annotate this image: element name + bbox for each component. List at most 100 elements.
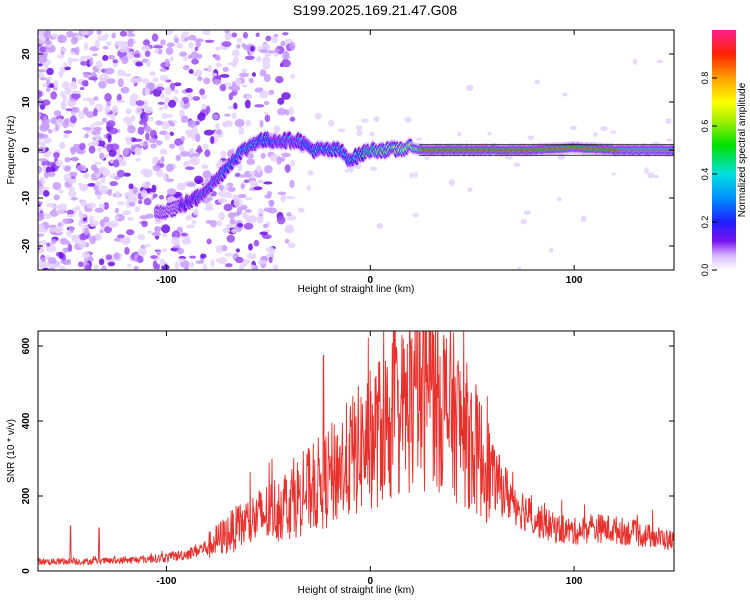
- noise-point: [104, 105, 111, 113]
- colorbar: 0.0 0.2 0.4 0.6 0.8 Normalized spectral ampl…: [700, 30, 748, 276]
- noise-point: [103, 216, 110, 223]
- noise-point: [171, 236, 180, 245]
- noise-point: [188, 42, 194, 49]
- noise-point: [105, 78, 116, 84]
- noise-point: [202, 170, 212, 179]
- noise-point: [71, 92, 81, 100]
- noise-point: [286, 215, 297, 221]
- noise-point: [263, 73, 271, 83]
- noise-point: [228, 105, 234, 110]
- noise-point: [99, 152, 104, 160]
- snr-x-tick-label: 100: [566, 576, 583, 587]
- noise-point: [246, 158, 256, 165]
- noise-point: [184, 37, 189, 42]
- noise-point: [178, 144, 184, 152]
- noise-point: [186, 182, 197, 188]
- noise-point: [143, 140, 149, 148]
- noise-point: [262, 62, 271, 70]
- noise-point: [141, 220, 148, 228]
- noise-point: [74, 205, 81, 212]
- noise-point: [202, 263, 208, 270]
- noise-point: [141, 118, 148, 124]
- noise-point: [43, 137, 52, 144]
- noise-point: [517, 266, 522, 270]
- noise-point: [187, 54, 193, 60]
- noise-point: [174, 261, 179, 270]
- noise-point: [210, 72, 218, 77]
- noise-point: [181, 31, 189, 35]
- noise-point: [215, 244, 223, 254]
- noise-point: [210, 136, 215, 145]
- noise-point: [239, 174, 246, 178]
- noise-point: [117, 201, 125, 206]
- noise-point: [241, 68, 247, 74]
- noise-point: [200, 94, 208, 100]
- noise-point: [124, 191, 130, 197]
- noise-point: [150, 143, 157, 149]
- noise-point: [290, 160, 296, 167]
- noise-point: [188, 34, 197, 41]
- noise-point: [344, 168, 350, 173]
- noise-point: [233, 102, 238, 110]
- noise-point: [259, 231, 269, 236]
- noise-point: [38, 137, 42, 142]
- noise-point: [665, 118, 672, 124]
- noise-point: [112, 159, 120, 168]
- noise-point: [152, 77, 159, 83]
- noise-point: [155, 86, 165, 92]
- noise-point: [373, 116, 380, 122]
- noise-point: [448, 179, 455, 187]
- noise-point: [98, 203, 105, 209]
- noise-point: [212, 78, 222, 86]
- heatmap-x-axis: -100 0 100: [156, 30, 583, 286]
- noise-point: [38, 212, 45, 222]
- noise-point: [78, 219, 83, 227]
- noise-point: [234, 118, 245, 128]
- noise-point: [70, 146, 76, 155]
- colorbar-tick-label: 0.2: [700, 216, 710, 229]
- noise-point: [79, 199, 87, 207]
- noise-point: [124, 246, 130, 255]
- noise-point: [104, 67, 115, 75]
- noise-point: [43, 31, 52, 40]
- noise-point: [104, 226, 112, 234]
- noise-point: [159, 68, 168, 72]
- noise-point: [653, 174, 659, 179]
- noise-point: [180, 232, 189, 237]
- noise-point: [183, 160, 191, 168]
- noise-point: [70, 81, 78, 90]
- noise-point: [160, 92, 165, 100]
- noise-point: [41, 212, 52, 220]
- noise-point: [204, 149, 211, 158]
- noise-point: [356, 129, 363, 137]
- noise-point: [45, 87, 51, 93]
- noise-point: [39, 46, 47, 53]
- noise-point: [87, 183, 97, 187]
- noise-point: [60, 47, 68, 52]
- noise-point: [281, 152, 291, 158]
- noise-point: [152, 193, 158, 198]
- noise-point: [129, 115, 136, 122]
- noise-point: [189, 147, 195, 155]
- noise-point: [66, 229, 72, 237]
- noise-point: [108, 223, 117, 228]
- noise-point: [256, 179, 264, 184]
- noise-point: [158, 194, 165, 200]
- noise-point: [117, 78, 124, 88]
- noise-point: [195, 40, 201, 48]
- noise-point: [162, 232, 168, 238]
- noise-point: [184, 265, 189, 270]
- noise-point: [222, 227, 231, 234]
- noise-point: [116, 169, 125, 178]
- noise-point: [245, 119, 251, 127]
- noise-point: [227, 186, 236, 193]
- noise-point: [67, 243, 73, 252]
- noise-point: [56, 118, 64, 127]
- noise-point: [67, 186, 76, 191]
- noise-point: [273, 125, 281, 133]
- noise-point: [286, 212, 292, 217]
- noise-point: [164, 132, 171, 141]
- noise-point: [276, 215, 286, 225]
- noise-point: [144, 50, 151, 57]
